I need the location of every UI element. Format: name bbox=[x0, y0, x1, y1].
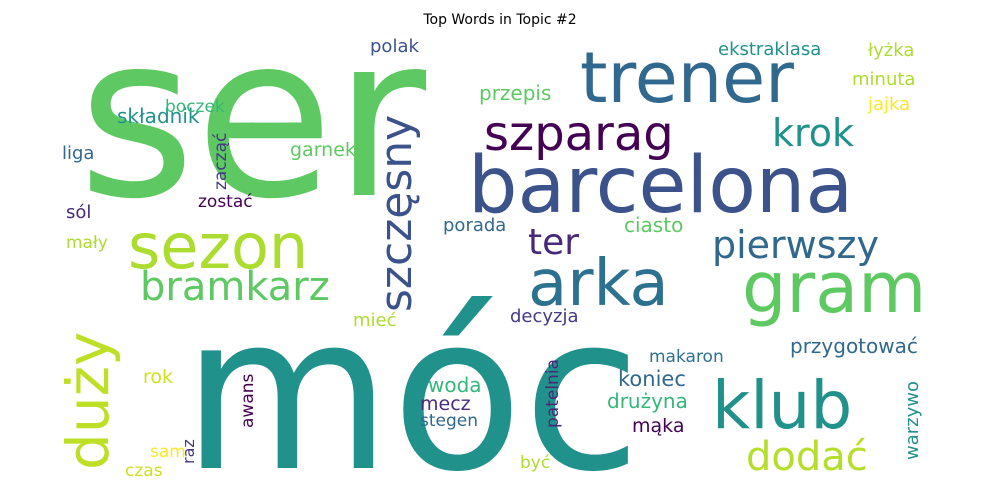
word-mąka: mąka bbox=[632, 415, 684, 437]
word-mecz: mecz bbox=[420, 393, 471, 415]
word-minuta: minuta bbox=[852, 69, 915, 90]
word-sam: sam bbox=[150, 442, 186, 462]
word-zostać: zostać bbox=[198, 192, 253, 212]
word-woda: woda bbox=[428, 373, 482, 397]
word-gram: gram bbox=[742, 247, 926, 329]
word-boczek: boczek bbox=[165, 97, 225, 117]
word-duży: duży bbox=[54, 332, 122, 470]
word-patelnia: patelnia bbox=[543, 359, 563, 428]
word-łyżka: łyżka bbox=[868, 40, 914, 61]
word-mieć: mieć bbox=[353, 310, 397, 331]
word-ser: ser bbox=[78, 0, 427, 249]
word-zacząć: zacząć bbox=[211, 133, 231, 190]
word-móc: móc bbox=[182, 268, 641, 500]
word-bramkarz: bramkarz bbox=[140, 264, 330, 310]
word-mały: mały bbox=[66, 233, 108, 253]
word-szczęsny: szczęsny bbox=[371, 115, 422, 312]
word-jajka: jajka bbox=[867, 94, 910, 115]
word-awans: awans bbox=[238, 373, 258, 428]
word-rok: rok bbox=[143, 366, 173, 388]
word-być: być bbox=[520, 453, 550, 473]
word-sezon: sezon bbox=[128, 210, 308, 283]
word-ter: ter bbox=[528, 222, 579, 263]
word-arka: arka bbox=[528, 247, 669, 321]
word-stegen: stegen bbox=[420, 411, 478, 431]
word-warzywo: warzywo bbox=[902, 381, 923, 460]
word-ciasto: ciasto bbox=[624, 213, 683, 237]
word-garnek: garnek bbox=[290, 139, 356, 161]
word-krok: krok bbox=[772, 111, 854, 155]
word-koniec: koniec bbox=[618, 367, 686, 391]
word-szparag: szparag bbox=[484, 106, 674, 162]
word-polak: polak bbox=[370, 36, 419, 57]
word-przepis: przepis bbox=[479, 81, 551, 105]
word-liga: liga bbox=[62, 143, 94, 164]
word-sól: sól bbox=[66, 202, 91, 223]
word-przygotować: przygotować bbox=[790, 334, 918, 358]
chart-title: Top Words in Topic #2 bbox=[423, 12, 577, 28]
word-czas: czas bbox=[125, 461, 163, 481]
word-składnik: składnik bbox=[117, 104, 200, 128]
word-decyzja: decyzja bbox=[510, 306, 579, 327]
word-barcelona: barcelona bbox=[468, 141, 853, 231]
word-porada: porada bbox=[443, 215, 506, 236]
word-raz: raz bbox=[179, 439, 198, 464]
word-pierwszy: pierwszy bbox=[712, 223, 879, 267]
word-drużyna: drużyna bbox=[607, 389, 688, 413]
word-makaron: makaron bbox=[649, 347, 724, 367]
word-klub: klub bbox=[712, 367, 852, 444]
word-trener: trener bbox=[580, 37, 794, 119]
word-dodać: dodać bbox=[746, 434, 868, 480]
word-ekstraklasa: ekstraklasa bbox=[718, 39, 821, 60]
